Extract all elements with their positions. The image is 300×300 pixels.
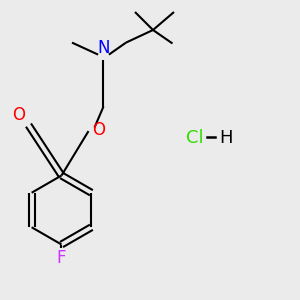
Text: Cl: Cl	[186, 129, 204, 147]
Text: O: O	[92, 121, 105, 139]
Text: H: H	[219, 129, 232, 147]
Text: F: F	[57, 249, 66, 267]
Text: N: N	[97, 39, 110, 57]
Text: O: O	[12, 106, 25, 124]
